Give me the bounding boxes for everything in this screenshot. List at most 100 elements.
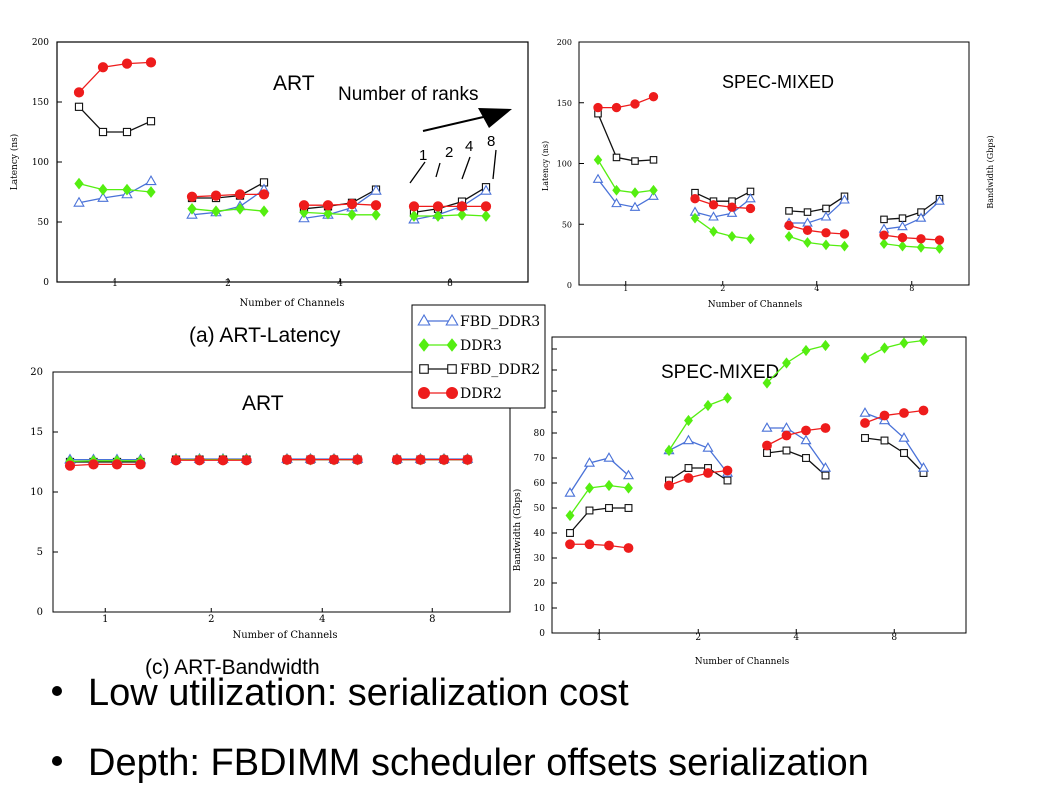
series-fbd-ddr2 xyxy=(74,102,491,217)
data-point xyxy=(186,191,198,202)
data-point xyxy=(371,208,381,221)
data-point xyxy=(745,203,756,214)
data-point xyxy=(708,211,719,221)
x-axis-label: Number of Channels xyxy=(695,657,790,667)
data-point xyxy=(352,454,363,465)
data-point xyxy=(408,201,420,212)
data-point xyxy=(146,117,156,126)
data-point xyxy=(603,452,615,462)
data-point xyxy=(860,352,870,364)
data-point xyxy=(702,442,714,452)
series-line xyxy=(413,190,487,221)
data-point xyxy=(611,197,622,208)
series-line xyxy=(694,198,751,210)
data-point xyxy=(462,454,473,465)
data-point xyxy=(347,208,357,221)
data-point xyxy=(612,184,621,196)
series-line xyxy=(78,182,152,193)
data-point xyxy=(723,392,732,404)
data-point xyxy=(839,194,850,204)
series-line xyxy=(413,186,487,214)
data-point xyxy=(898,432,910,442)
bullet-item: Low utilization: serialization cost xyxy=(52,672,629,715)
data-point xyxy=(898,240,907,252)
series-fbd-ddr3 xyxy=(564,407,930,497)
data-point xyxy=(785,207,793,215)
data-point xyxy=(241,455,252,466)
x-tick-label: 4 xyxy=(814,284,819,293)
y-axis-label-right: Bandwidth (Gbps) xyxy=(986,135,995,208)
data-point xyxy=(584,539,595,550)
data-point xyxy=(622,469,635,480)
data-point xyxy=(64,460,76,471)
series-line xyxy=(303,211,376,216)
data-point xyxy=(305,454,316,465)
data-point xyxy=(683,473,694,483)
rank-label-2: 2 xyxy=(445,144,453,161)
legend-marker xyxy=(419,364,429,374)
rank-pointer-1 xyxy=(409,161,426,184)
y-tick-label: 100 xyxy=(32,158,49,168)
chart-title: SPEC-MIXED xyxy=(661,362,779,383)
x-axis-label: Number of Channels xyxy=(239,298,344,309)
series-line xyxy=(864,437,924,474)
series-line xyxy=(864,412,925,469)
series-ddr3 xyxy=(74,177,491,222)
series-ddr3 xyxy=(593,154,944,254)
data-point xyxy=(800,434,812,445)
data-point xyxy=(97,191,109,202)
data-point xyxy=(727,202,737,212)
data-point xyxy=(564,487,576,497)
y-tick-label: 0 xyxy=(43,278,49,288)
data-point xyxy=(898,214,907,222)
bullet-text: Low utilization: serialization cost xyxy=(88,672,629,714)
series-fbd-ddr3 xyxy=(592,173,945,233)
data-point xyxy=(480,184,492,195)
series-line xyxy=(303,189,377,210)
series-line xyxy=(788,235,845,247)
bullet-dot-icon xyxy=(52,755,62,766)
data-point xyxy=(682,434,695,445)
y-tick-label: 80 xyxy=(534,429,546,439)
data-point xyxy=(648,91,659,102)
series-line xyxy=(78,106,152,133)
x-tick-label: 8 xyxy=(891,633,897,643)
y-axis-label: Bandwidth (Gbps) xyxy=(512,489,523,572)
series-line xyxy=(69,463,141,467)
data-point xyxy=(73,87,85,98)
y-tick-label: 20 xyxy=(534,579,546,589)
data-point xyxy=(782,446,791,455)
data-point xyxy=(74,177,84,190)
rank-pointer-8 xyxy=(492,149,497,180)
series-line xyxy=(570,543,629,549)
data-point xyxy=(762,440,772,451)
y-axis-label: Latency (ns) xyxy=(9,134,20,191)
legend-label: DDR2 xyxy=(460,386,502,402)
legend-marker xyxy=(418,387,430,399)
ranks-annotation: Number of ranks xyxy=(338,84,478,105)
data-point xyxy=(880,215,888,224)
data-point xyxy=(819,462,832,472)
y-tick-label: 50 xyxy=(38,218,50,228)
x-tick-label: 2 xyxy=(695,633,701,643)
y-tick-label: 0 xyxy=(37,607,43,618)
legend: FBD_DDR3 DDR3 FBD_DDR2 DDR2 xyxy=(411,304,546,409)
y-tick-label: 150 xyxy=(557,99,572,108)
data-point xyxy=(604,479,614,492)
series-line xyxy=(191,193,264,198)
series-line xyxy=(864,409,924,424)
data-point xyxy=(703,468,713,478)
data-point xyxy=(121,58,133,69)
series-fbd-ddr2 xyxy=(594,109,944,224)
x-tick-label: 2 xyxy=(720,284,725,293)
x-tick-label: 2 xyxy=(208,614,214,625)
data-point xyxy=(820,423,831,433)
y-tick-label: 10 xyxy=(30,487,43,498)
rank-label-4: 4 xyxy=(465,138,473,155)
x-tick-label: 4 xyxy=(793,633,799,643)
data-point xyxy=(690,212,700,224)
legend-frame xyxy=(411,304,546,409)
data-point xyxy=(259,205,269,218)
data-point xyxy=(708,200,719,210)
